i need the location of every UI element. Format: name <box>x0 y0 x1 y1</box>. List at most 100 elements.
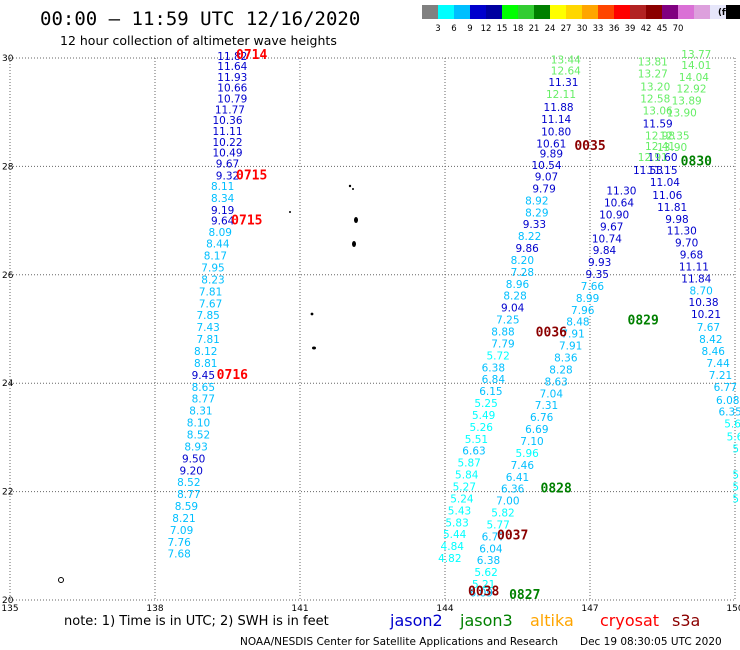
wave-height-value: 8.10 <box>187 418 210 430</box>
wave-height-value: 11.11 <box>679 261 709 273</box>
wave-height-value: 8.09 <box>209 227 232 239</box>
colorbar-label: 42 <box>641 24 652 34</box>
wave-height-value: 8.44 <box>206 239 230 251</box>
wave-height-value: 6.76 <box>530 412 554 424</box>
wave-height-value: 10.74 <box>592 233 622 245</box>
wave-height-value: 8.96 <box>506 279 530 291</box>
colorbar-label: 24 <box>545 24 556 34</box>
wave-height-value: 8.77 <box>177 489 200 501</box>
wave-height-value: 6.77 <box>482 531 505 543</box>
wave-height-value: 13.27 <box>638 69 668 81</box>
footer-timestamp: Dec 19 08:30:05 UTC 2020 <box>580 636 722 648</box>
wave-height-value: 11.93 <box>217 72 247 84</box>
wave-height-value: 12.92 <box>676 84 706 96</box>
lon-tick-label: 150 <box>726 604 740 614</box>
wave-height-value: 10.36 <box>212 115 242 127</box>
colorbar-swatch <box>710 5 726 19</box>
wave-height-value: 10.21 <box>691 309 721 321</box>
wave-height-value: 11.30 <box>606 186 636 198</box>
lon-tick-label: 141 <box>291 604 308 614</box>
wave-height-value: 12.58 <box>640 93 670 105</box>
colorbar-swatch <box>518 5 534 19</box>
lat-tick-label: 24 <box>2 379 14 389</box>
page-subtitle: 12 hour collection of altimeter wave hei… <box>60 33 337 48</box>
wave-height-value: 14.01 <box>681 60 711 72</box>
wave-height-value: 8.59 <box>175 501 198 513</box>
wave-height-value: 5.6 <box>727 432 740 444</box>
wave-height-value: 11.59 <box>643 118 673 130</box>
wave-height-value: 7.95 <box>201 263 224 275</box>
wave-height-value: 8.52 <box>187 429 210 441</box>
wave-height-value: 9.70 <box>675 238 698 250</box>
wave-height-value: 10.22 <box>212 137 242 149</box>
wave-height-value: 8.52 <box>177 477 200 489</box>
wave-height-value: 11.15 <box>647 165 677 177</box>
pass-time-label: 0827 <box>509 588 540 603</box>
wave-height-value: 8.29 <box>525 207 548 219</box>
wave-height-value: 8.65 <box>192 382 215 394</box>
lat-tick-label: 28 <box>2 162 14 172</box>
wave-height-value: 9.19 <box>211 205 234 217</box>
colorbar-swatch <box>614 5 630 19</box>
wave-height-value: 7.04 <box>540 388 564 400</box>
wave-height-value: 9.33 <box>523 219 546 231</box>
wave-height-value: 10.38 <box>689 297 719 309</box>
colorbar-label: 27 <box>561 24 572 34</box>
island-dot <box>352 241 356 247</box>
colorbar-swatch <box>422 5 438 19</box>
wave-height-value: 12.11 <box>546 89 576 101</box>
colorbar-label: 39 <box>625 24 636 34</box>
track-b: 13.4412.6411.3112.1111.8811.1410.8010.61… <box>438 54 581 565</box>
altimeter-tracks: 11.8211.6411.9310.6610.7911.7710.3611.11… <box>167 49 740 600</box>
wave-height-value: 7.21 <box>709 370 732 382</box>
map-graticule <box>9 57 736 601</box>
wave-height-value: 11.14 <box>541 114 571 126</box>
wave-height-value: 8.48 <box>566 317 589 329</box>
wave-height-value: 7.81 <box>196 334 219 346</box>
wave-height-value: 8.42 <box>699 334 722 346</box>
wave-height-value: 5.82 <box>491 508 514 520</box>
wave-height-value: 4.84 <box>441 541 465 553</box>
satellite-legend-jason3: jason3 <box>459 611 513 630</box>
wave-height-value: 5. <box>732 482 740 494</box>
wave-height-value: 11.81 <box>657 202 687 214</box>
wave-height-value: 10.54 <box>531 160 561 172</box>
wave-height-value: 8.28 <box>503 291 526 303</box>
colorbar-swatch <box>550 5 566 19</box>
wave-height-value: 11.11 <box>212 126 242 138</box>
wave-height-value: 9.67 <box>600 221 623 233</box>
wave-height-value: 5.49 <box>472 410 495 422</box>
wave-height-value: 12.35 <box>660 130 690 142</box>
wave-height-value: 7.31 <box>535 400 558 412</box>
wave-height-value: 5.25 <box>474 398 497 410</box>
colorbar-label: 12 <box>481 24 492 34</box>
wave-height-value: 13.81 <box>638 57 668 69</box>
lat-tick-label: 30 <box>2 54 14 64</box>
wave-height-value: 12.41 <box>645 141 675 153</box>
wave-height-value: 5.51 <box>465 434 488 446</box>
wave-height-value: 7.96 <box>571 305 595 317</box>
colorbar-label: 36 <box>609 24 620 34</box>
map-frame <box>10 57 735 601</box>
lat-tick-label: 20 <box>2 596 14 606</box>
wave-height-value: 6.77 <box>714 382 737 394</box>
wave-height-value: 8.23 <box>201 274 224 286</box>
wave-height-value: 9.86 <box>515 243 539 255</box>
wave-height-value: 13.77 <box>681 49 711 61</box>
wave-height-value: 6.41 <box>506 472 529 484</box>
wave-height-value: 5.72 <box>486 350 509 362</box>
wave-height-value: 13.20 <box>640 82 670 94</box>
colorbar-swatch <box>662 5 678 19</box>
colorbar-swatch <box>726 5 740 19</box>
colorbar-swatch <box>534 5 550 19</box>
wave-height-value: 7.79 <box>491 338 514 350</box>
wave-height-value: 6.38 <box>482 362 505 374</box>
wave-height-value: 8.22 <box>518 231 541 243</box>
wave-height-value: 8.20 <box>511 255 534 267</box>
colorbar-label: 15 <box>497 24 508 34</box>
pass-time-labels: 0714 0715 0715 0716 0035 0036 0037 0038 0829 0828… <box>217 48 740 603</box>
wave-height-value: 5. <box>732 470 740 482</box>
satellite-legend-altika: altika <box>530 611 574 630</box>
wave-height-value: 11.64 <box>217 61 247 73</box>
